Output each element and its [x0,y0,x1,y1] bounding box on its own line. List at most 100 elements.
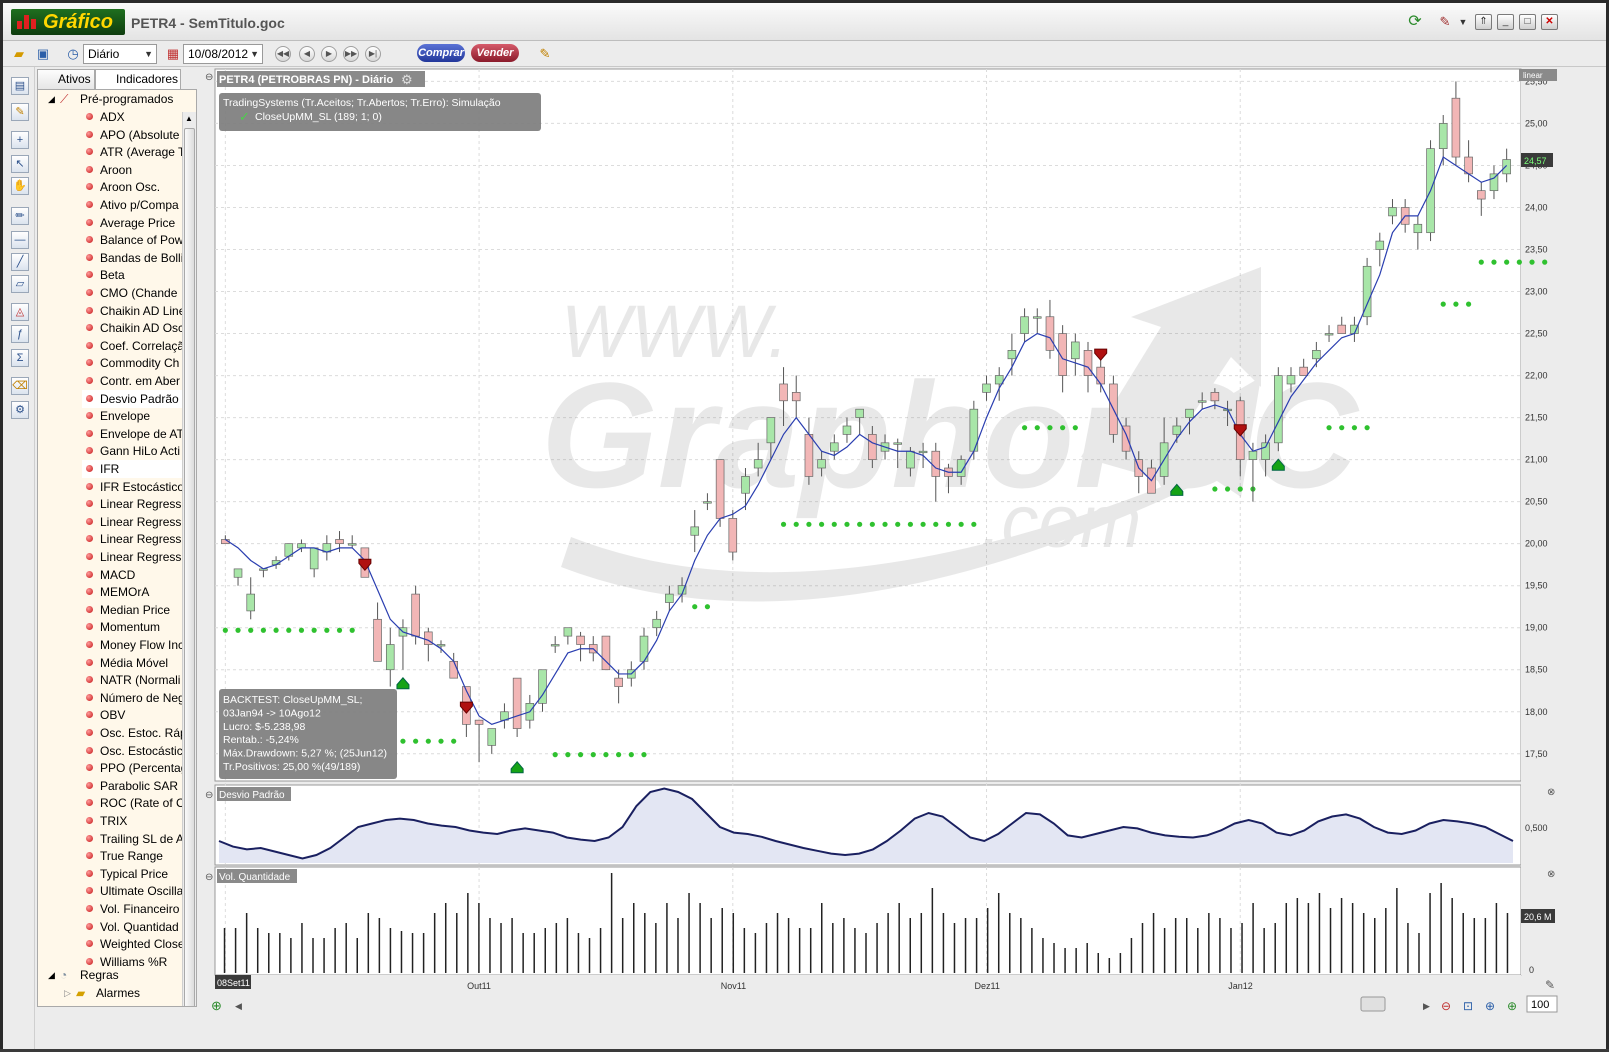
last-page-icon[interactable]: ▶| [365,46,381,62]
tree-item-indicator[interactable]: Linear Regressi [82,513,182,531]
tree-item-indicator[interactable]: True Range [82,847,182,865]
close-button[interactable]: ✕ [1541,14,1558,30]
tree-item-indicator[interactable]: Linear Regressi [82,548,182,566]
tree-item-indicator[interactable]: Typical Price [82,865,182,883]
gear-icon[interactable]: ⚙ [11,401,29,419]
tree-item-indicator[interactable]: Desvio Padrão [82,389,182,408]
tree-item-indicator[interactable]: Média Móvel [82,654,182,672]
tree-item-indicator[interactable]: Gann HiLo Acti [82,442,182,460]
volume-panel[interactable] [214,866,1522,976]
tree-item-indicator[interactable]: Chaikin AD Osc [82,319,182,337]
gear-icon[interactable]: ⚙ [401,72,413,87]
collapse-icon[interactable]: ⊖ [205,872,213,883]
trend-line-icon[interactable]: ╱ [11,253,29,271]
chevron-down-icon[interactable]: ◢ [48,970,55,980]
tree-item-indicator[interactable]: Bandas de Bolli [82,249,182,267]
prev-icon[interactable]: ◀ [299,46,315,62]
tree-item-indicator[interactable]: Envelope de AT [82,425,182,443]
refresh-icon[interactable]: ⟳ [1408,13,1422,30]
open-folder-icon[interactable]: ▰ [14,46,24,61]
first-page-icon[interactable]: ◀◀ [275,46,291,62]
tree-item-indicator[interactable]: Linear Regressi [82,530,182,548]
tree-item-indicator[interactable]: Coef. Correlaçã [82,337,182,355]
tree-item-indicator[interactable]: Ultimate Oscilla [82,882,182,900]
chart-style-icon[interactable]: ✎ [1439,14,1451,29]
pointer-icon[interactable]: ↖ [11,155,29,173]
tree-item-indicator[interactable]: PPO (Percentag [82,759,182,777]
horizontal-line-icon[interactable]: — [11,231,29,249]
draw-tool-icon[interactable]: ✎ [1545,978,1555,992]
tree-item-indicator[interactable]: MEMOrA [82,583,182,601]
add-panel-icon[interactable]: ⊕ [211,998,222,1013]
tree-item-indicator[interactable]: TRIX [82,812,182,830]
tree-item-indicator[interactable]: Commodity Ch [82,354,182,372]
tree-item-indicator[interactable]: Osc. Estocástic [82,742,182,760]
tree-item-indicator[interactable]: Williams %R [82,953,182,971]
tree-item-indicator[interactable]: Momentum [82,618,182,636]
tree-item-indicator[interactable]: Contr. em Aber [82,372,182,390]
chevron-right-icon[interactable]: ▷ [64,988,71,998]
collapse-icon[interactable]: ⊖ [205,72,213,83]
chevron-down-icon[interactable]: ◢ [48,94,55,104]
chevron-left-icon[interactable]: ◀ [235,1001,242,1011]
tree-item-indicator[interactable]: Osc. Estoc. Ráp [82,724,182,742]
tree-item-indicator[interactable]: Parabolic SAR [82,777,182,795]
buy-button[interactable]: Comprar [417,44,465,62]
notes-icon[interactable]: ✎ [539,46,551,61]
fast-forward-icon[interactable]: ▶▶ [343,46,359,62]
tree-item-indicator[interactable]: Aroon Osc. [82,178,182,196]
close-icon[interactable]: ⊗ [1547,787,1555,798]
tree-item-indicator[interactable]: Beta [82,266,182,284]
tree-item-indicator[interactable]: Aroon [82,161,182,179]
scale-mode-badge[interactable] [1519,69,1557,81]
tab-indicadores[interactable]: Indicadores [95,69,181,89]
chevron-up-icon[interactable]: ▲ [185,114,193,123]
tree-item-alarmes[interactable]: ▷ ▰ Alarmes [58,984,140,1002]
clean-icon[interactable]: ⌫ [11,377,29,395]
maximize-button[interactable]: □ [1519,14,1536,30]
chart-area[interactable]: WWW. GraphorOC .com 25,5025,0024,5024,00… [201,67,1606,1049]
close-icon[interactable]: ⊗ [1547,869,1555,880]
chevron-down-icon[interactable]: ▼ [1458,17,1468,27]
next-icon[interactable]: ▶ [321,46,337,62]
save-icon[interactable]: ▣ [36,46,50,61]
tree-item-indicator[interactable]: Linear Regressi [82,495,182,513]
tree-root-preprogramados[interactable]: ◢ ⟋ Pré-programados [42,90,173,108]
zoom-out-icon[interactable]: ⊖ [1441,999,1451,1013]
tree-item-indicator[interactable]: ATR (Average T [82,143,182,161]
tree-item-indicator[interactable]: Chaikin AD Line [82,302,182,320]
function-icon[interactable]: ƒ [11,325,29,343]
tree-item-indicator[interactable]: Money Flow Inc [82,636,182,654]
zoom-input[interactable] [1526,995,1558,1013]
tree-item-indicator[interactable]: Ativo p/Compa [82,196,182,214]
calendar-icon[interactable]: ▦ [166,46,180,61]
chart-scroll-thumb[interactable] [1360,996,1386,1012]
tree-item-indicator[interactable]: Balance of Pow [82,231,182,249]
restore-button[interactable]: ⇑ [1475,14,1492,30]
notes-icon[interactable]: ✎ [11,103,29,121]
collapse-icon[interactable]: ⊖ [205,790,213,801]
tree-root-regras[interactable]: ◢ ◔ Regras [42,966,119,984]
tree-item-indicator[interactable]: APO (Absolute [82,126,182,144]
tree-item-indicator[interactable]: IFR [82,460,182,478]
minimize-button[interactable]: _ [1497,14,1514,30]
zoom-in-icon[interactable]: ⊕ [1485,999,1495,1013]
tree-item-indicator[interactable]: Average Price [82,214,182,232]
price-panel[interactable] [214,68,1522,782]
pencil-icon[interactable]: ✏ [11,207,29,225]
period-select[interactable]: Diário ▼ [83,44,157,64]
tree-item-indicator[interactable]: Número de Neg [82,689,182,707]
tree-item-indicator[interactable]: NATR (Normali [82,671,182,689]
crosshair-icon[interactable]: + [11,131,29,149]
zoom-reset-icon[interactable]: ⊕ [1507,999,1517,1013]
formula-icon[interactable]: Σ [11,349,29,367]
tree-item-indicator[interactable]: MACD [82,566,182,584]
date-select[interactable]: 10/08/2012 ▼ [183,44,263,64]
zoom-fit-icon[interactable]: ⊡ [1463,999,1473,1013]
tree-item-indicator[interactable]: Trailing SL de A [82,830,182,848]
fibonacci-icon[interactable]: ◬ [11,303,29,321]
layout-icon[interactable]: ▤ [11,77,29,95]
tree-item-indicator[interactable]: ADX [82,108,182,126]
tab-ativos[interactable]: Ativos [37,69,95,89]
tree-item-indicator[interactable]: ROC (Rate of C [82,794,182,812]
